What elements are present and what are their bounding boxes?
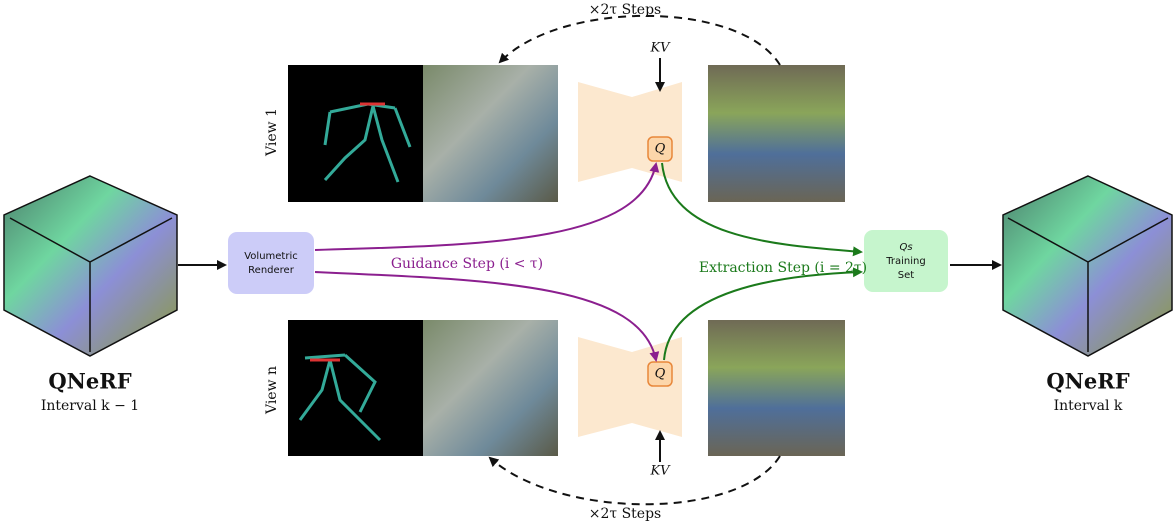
output-image (708, 65, 845, 202)
training-set-label: Set (898, 270, 915, 281)
skeleton-image (288, 65, 423, 202)
diagram: QNeRF Interval k − 1 QNeRF Interval k Vo… (0, 0, 1173, 525)
view-label: View n (264, 366, 280, 415)
renderer-label: Volumetric (244, 251, 298, 262)
view-label: View 1 (264, 108, 280, 157)
renderer-label: Renderer (248, 265, 295, 276)
training-set-label: Qs (899, 242, 912, 253)
right-subtitle: Interval k (1054, 398, 1123, 414)
cube-right (1003, 176, 1172, 356)
decoder (578, 337, 682, 437)
training-set-label: Training (885, 256, 925, 267)
loop-arrow (490, 456, 780, 504)
kv-label: KV (649, 41, 671, 56)
output-image (708, 320, 845, 456)
noisy-image (423, 65, 558, 202)
q-label: Q (655, 367, 666, 382)
renderer-box (228, 232, 314, 294)
kv-label: KV (649, 464, 671, 479)
steps-label: ×2τ Steps (589, 2, 661, 18)
extraction-label: Extraction Step (i = 2τ) (699, 260, 867, 276)
steps-label: ×2τ Steps (589, 506, 661, 522)
right-title: QNeRF (1046, 369, 1129, 394)
left-title: QNeRF (48, 369, 131, 394)
cube-left (4, 176, 177, 356)
skeleton-image (288, 320, 423, 456)
q-label: Q (655, 142, 666, 157)
left-subtitle: Interval k − 1 (41, 398, 139, 414)
loop-arrow (500, 16, 780, 65)
guidance-label: Guidance Step (i < τ) (391, 256, 543, 272)
noisy-image (423, 320, 558, 456)
decoder (578, 82, 682, 182)
